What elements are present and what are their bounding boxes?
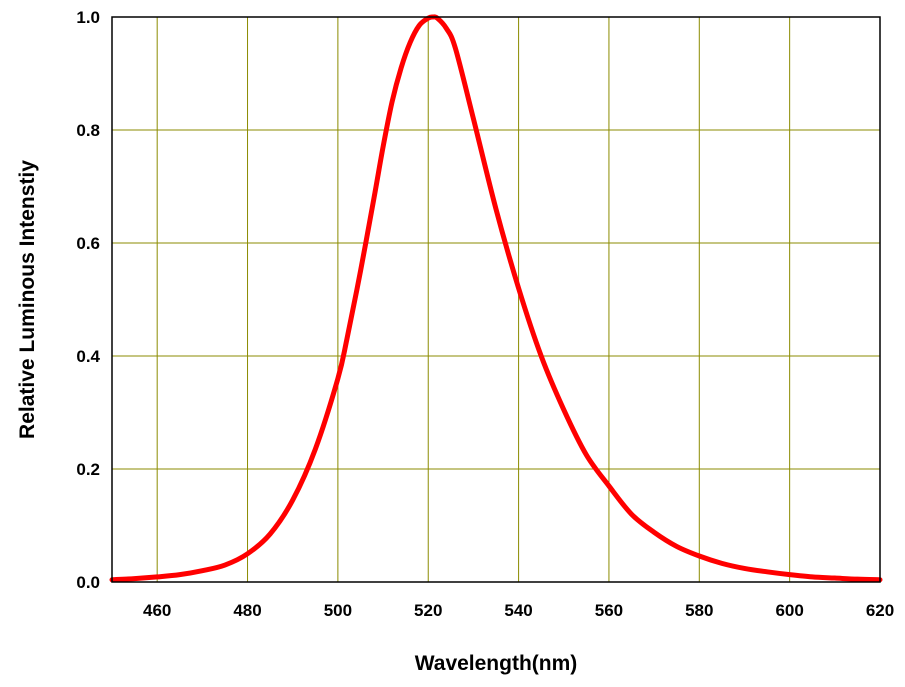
y-tick-label: 0.6 bbox=[76, 234, 100, 253]
series-layer bbox=[109, 14, 883, 583]
x-tick-label: 620 bbox=[866, 601, 894, 620]
y-tick-label: 0.8 bbox=[76, 121, 100, 140]
x-tick-label: 600 bbox=[775, 601, 803, 620]
x-tick-label: 560 bbox=[595, 601, 623, 620]
y-axis-ticks: 0.0 0.2 0.4 0.6 0.8 1.0 bbox=[76, 8, 100, 592]
x-axis-title: Wavelength(nm) bbox=[415, 652, 578, 675]
x-tick-label: 520 bbox=[414, 601, 442, 620]
x-tick-label: 480 bbox=[233, 601, 261, 620]
y-tick-label: 1.0 bbox=[76, 8, 100, 27]
y-tick-label: 0.0 bbox=[76, 573, 100, 592]
grid bbox=[112, 17, 880, 582]
x-tick-label: 540 bbox=[504, 601, 532, 620]
series-line bbox=[109, 14, 883, 583]
y-tick-label: 0.2 bbox=[76, 460, 100, 479]
x-tick-label: 580 bbox=[685, 601, 713, 620]
x-axis-ticks: 460 480 500 520 540 560 580 600 620 bbox=[143, 601, 894, 620]
y-axis-title: Relative Luminous Intenstiy bbox=[16, 160, 39, 439]
x-tick-label: 460 bbox=[143, 601, 171, 620]
x-tick-label: 500 bbox=[324, 601, 352, 620]
y-tick-label: 0.4 bbox=[76, 347, 100, 366]
plot-frame bbox=[111, 16, 881, 583]
